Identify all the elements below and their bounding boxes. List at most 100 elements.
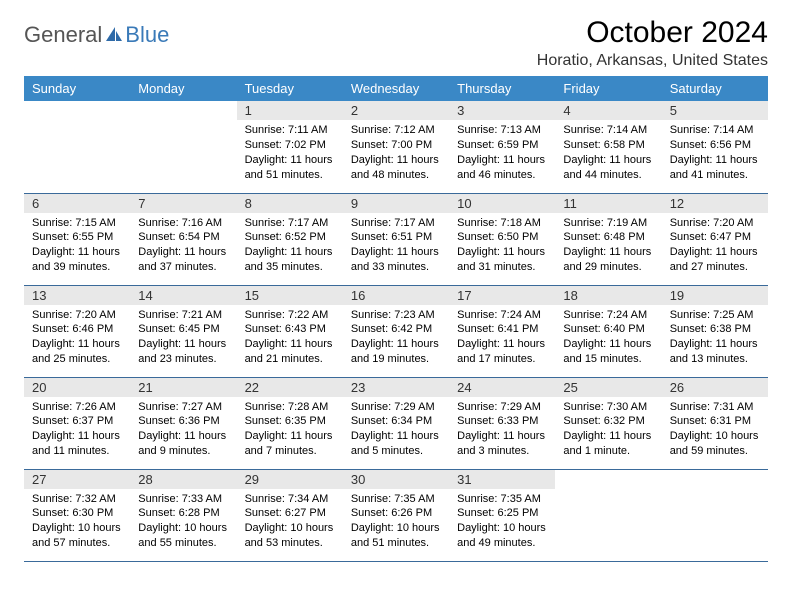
calendar-day-cell: 26Sunrise: 7:31 AMSunset: 6:31 PMDayligh… bbox=[662, 377, 768, 469]
sunrise-text: Sunrise: 7:32 AM bbox=[32, 492, 122, 507]
day-number: 20 bbox=[24, 378, 130, 397]
daylight-line2: and 1 minute. bbox=[563, 444, 653, 459]
calendar-week-row: 27Sunrise: 7:32 AMSunset: 6:30 PMDayligh… bbox=[24, 469, 768, 561]
day-details: Sunrise: 7:21 AMSunset: 6:45 PMDaylight:… bbox=[130, 305, 236, 371]
day-number: 22 bbox=[237, 378, 343, 397]
day-number: 7 bbox=[130, 194, 236, 213]
calendar-table: SundayMondayTuesdayWednesdayThursdayFrid… bbox=[24, 76, 768, 562]
sunrise-text: Sunrise: 7:16 AM bbox=[138, 216, 228, 231]
day-number: 8 bbox=[237, 194, 343, 213]
day-header: Sunday bbox=[24, 76, 130, 101]
calendar-day-cell: 28Sunrise: 7:33 AMSunset: 6:28 PMDayligh… bbox=[130, 469, 236, 561]
sunset-text: Sunset: 6:50 PM bbox=[457, 230, 547, 245]
sunset-text: Sunset: 6:37 PM bbox=[32, 414, 122, 429]
title-block: October 2024 Horatio, Arkansas, United S… bbox=[537, 16, 768, 70]
daylight-line2: and 49 minutes. bbox=[457, 536, 547, 551]
sunrise-text: Sunrise: 7:20 AM bbox=[670, 216, 760, 231]
calendar-day-cell: 5Sunrise: 7:14 AMSunset: 6:56 PMDaylight… bbox=[662, 101, 768, 193]
daylight-line2: and 59 minutes. bbox=[670, 444, 760, 459]
day-details: Sunrise: 7:20 AMSunset: 6:46 PMDaylight:… bbox=[24, 305, 130, 371]
daylight-line2: and 21 minutes. bbox=[245, 352, 335, 367]
day-details: Sunrise: 7:29 AMSunset: 6:33 PMDaylight:… bbox=[449, 397, 555, 463]
day-details: Sunrise: 7:31 AMSunset: 6:31 PMDaylight:… bbox=[662, 397, 768, 463]
day-number: 11 bbox=[555, 194, 661, 213]
day-number: 21 bbox=[130, 378, 236, 397]
daylight-line2: and 3 minutes. bbox=[457, 444, 547, 459]
day-header: Wednesday bbox=[343, 76, 449, 101]
sunset-text: Sunset: 6:54 PM bbox=[138, 230, 228, 245]
daylight-line2: and 51 minutes. bbox=[245, 168, 335, 183]
calendar-day-cell: 27Sunrise: 7:32 AMSunset: 6:30 PMDayligh… bbox=[24, 469, 130, 561]
daylight-line1: Daylight: 11 hours bbox=[457, 429, 547, 444]
day-header: Monday bbox=[130, 76, 236, 101]
daylight-line1: Daylight: 11 hours bbox=[457, 245, 547, 260]
calendar-day-cell: 23Sunrise: 7:29 AMSunset: 6:34 PMDayligh… bbox=[343, 377, 449, 469]
day-details: Sunrise: 7:17 AMSunset: 6:52 PMDaylight:… bbox=[237, 213, 343, 279]
daylight-line2: and 55 minutes. bbox=[138, 536, 228, 551]
daylight-line1: Daylight: 11 hours bbox=[351, 153, 441, 168]
daylight-line2: and 19 minutes. bbox=[351, 352, 441, 367]
sunrise-text: Sunrise: 7:30 AM bbox=[563, 400, 653, 415]
sunrise-text: Sunrise: 7:29 AM bbox=[351, 400, 441, 415]
calendar-day-cell: 9Sunrise: 7:17 AMSunset: 6:51 PMDaylight… bbox=[343, 193, 449, 285]
daylight-line1: Daylight: 11 hours bbox=[138, 245, 228, 260]
day-number: 24 bbox=[449, 378, 555, 397]
day-number: 10 bbox=[449, 194, 555, 213]
day-details: Sunrise: 7:22 AMSunset: 6:43 PMDaylight:… bbox=[237, 305, 343, 371]
day-details: Sunrise: 7:16 AMSunset: 6:54 PMDaylight:… bbox=[130, 213, 236, 279]
daylight-line2: and 57 minutes. bbox=[32, 536, 122, 551]
daylight-line2: and 13 minutes. bbox=[670, 352, 760, 367]
daylight-line1: Daylight: 11 hours bbox=[32, 337, 122, 352]
daylight-line2: and 7 minutes. bbox=[245, 444, 335, 459]
day-details: Sunrise: 7:14 AMSunset: 6:58 PMDaylight:… bbox=[555, 120, 661, 186]
daylight-line1: Daylight: 11 hours bbox=[563, 153, 653, 168]
sunset-text: Sunset: 6:58 PM bbox=[563, 138, 653, 153]
day-details: Sunrise: 7:25 AMSunset: 6:38 PMDaylight:… bbox=[662, 305, 768, 371]
daylight-line1: Daylight: 10 hours bbox=[457, 521, 547, 536]
sunrise-text: Sunrise: 7:28 AM bbox=[245, 400, 335, 415]
sunrise-text: Sunrise: 7:17 AM bbox=[351, 216, 441, 231]
sunrise-text: Sunrise: 7:24 AM bbox=[457, 308, 547, 323]
daylight-line1: Daylight: 11 hours bbox=[351, 429, 441, 444]
sunrise-text: Sunrise: 7:18 AM bbox=[457, 216, 547, 231]
calendar-day-cell: 4Sunrise: 7:14 AMSunset: 6:58 PMDaylight… bbox=[555, 101, 661, 193]
sunrise-text: Sunrise: 7:14 AM bbox=[670, 123, 760, 138]
sunrise-text: Sunrise: 7:25 AM bbox=[670, 308, 760, 323]
sunrise-text: Sunrise: 7:35 AM bbox=[351, 492, 441, 507]
sunset-text: Sunset: 6:28 PM bbox=[138, 506, 228, 521]
sunrise-text: Sunrise: 7:34 AM bbox=[245, 492, 335, 507]
calendar-day-cell: 16Sunrise: 7:23 AMSunset: 6:42 PMDayligh… bbox=[343, 285, 449, 377]
sunrise-text: Sunrise: 7:31 AM bbox=[670, 400, 760, 415]
calendar-day-cell: 29Sunrise: 7:34 AMSunset: 6:27 PMDayligh… bbox=[237, 469, 343, 561]
day-details: Sunrise: 7:24 AMSunset: 6:40 PMDaylight:… bbox=[555, 305, 661, 371]
daylight-line2: and 27 minutes. bbox=[670, 260, 760, 275]
daylight-line2: and 25 minutes. bbox=[32, 352, 122, 367]
brand-part2: Blue bbox=[125, 22, 169, 48]
day-details: Sunrise: 7:29 AMSunset: 6:34 PMDaylight:… bbox=[343, 397, 449, 463]
daylight-line1: Daylight: 11 hours bbox=[351, 337, 441, 352]
day-details: Sunrise: 7:23 AMSunset: 6:42 PMDaylight:… bbox=[343, 305, 449, 371]
daylight-line2: and 9 minutes. bbox=[138, 444, 228, 459]
calendar-day-cell: 22Sunrise: 7:28 AMSunset: 6:35 PMDayligh… bbox=[237, 377, 343, 469]
calendar-day-cell: 25Sunrise: 7:30 AMSunset: 6:32 PMDayligh… bbox=[555, 377, 661, 469]
day-header: Tuesday bbox=[237, 76, 343, 101]
day-number: 4 bbox=[555, 101, 661, 120]
calendar-day-cell: 12Sunrise: 7:20 AMSunset: 6:47 PMDayligh… bbox=[662, 193, 768, 285]
day-number: 23 bbox=[343, 378, 449, 397]
sunset-text: Sunset: 6:27 PM bbox=[245, 506, 335, 521]
sunset-text: Sunset: 6:38 PM bbox=[670, 322, 760, 337]
sunset-text: Sunset: 6:25 PM bbox=[457, 506, 547, 521]
daylight-line2: and 41 minutes. bbox=[670, 168, 760, 183]
daylight-line1: Daylight: 11 hours bbox=[563, 337, 653, 352]
sunset-text: Sunset: 6:59 PM bbox=[457, 138, 547, 153]
daylight-line1: Daylight: 11 hours bbox=[245, 429, 335, 444]
day-details: Sunrise: 7:15 AMSunset: 6:55 PMDaylight:… bbox=[24, 213, 130, 279]
daylight-line1: Daylight: 10 hours bbox=[138, 521, 228, 536]
sunrise-text: Sunrise: 7:14 AM bbox=[563, 123, 653, 138]
day-details: Sunrise: 7:20 AMSunset: 6:47 PMDaylight:… bbox=[662, 213, 768, 279]
calendar-day-cell: 11Sunrise: 7:19 AMSunset: 6:48 PMDayligh… bbox=[555, 193, 661, 285]
day-details: Sunrise: 7:12 AMSunset: 7:00 PMDaylight:… bbox=[343, 120, 449, 186]
day-header: Friday bbox=[555, 76, 661, 101]
daylight-line2: and 35 minutes. bbox=[245, 260, 335, 275]
daylight-line1: Daylight: 11 hours bbox=[563, 429, 653, 444]
